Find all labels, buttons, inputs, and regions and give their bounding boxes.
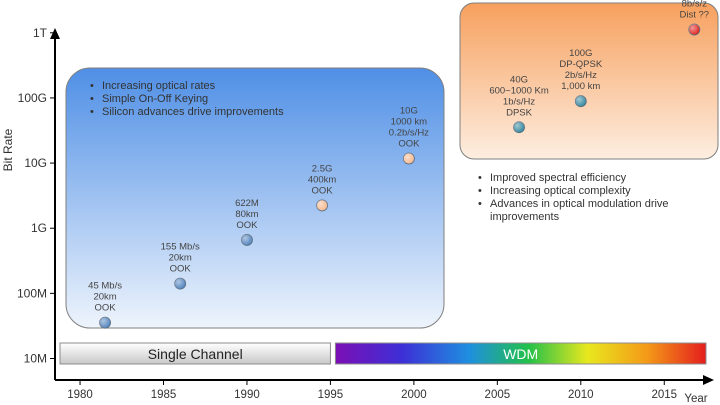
data-point-label: 45 Mb/s [88, 281, 122, 292]
data-point-label: Dist ?? [680, 10, 710, 21]
data-point-highlight [99, 317, 111, 329]
data-point-label: OOK [236, 220, 258, 231]
left-bullet: Increasing optical rates [88, 80, 288, 93]
y-tick-label: 1T [33, 26, 48, 40]
data-point-label: 1b/s/Hz [503, 96, 535, 107]
data-point-label: 10G [400, 106, 418, 117]
data-point-label: 400km [308, 174, 337, 185]
data-point-label: 1,000 km [561, 81, 600, 92]
left-bullet-list: Increasing optical rates Simple On-Off K… [88, 80, 288, 119]
band-label: WDM [503, 346, 538, 362]
data-point-label: 8b/s/z [682, 0, 708, 10]
x-tick-label: 2005 [485, 389, 511, 401]
x-axis-label: Year [684, 393, 707, 405]
y-axis-arrow [50, 28, 60, 39]
data-point-highlight [174, 278, 186, 290]
data-point-label: 600~1000 Km [489, 85, 549, 96]
data-point-label: OOK [95, 303, 117, 314]
data-point-highlight [316, 199, 328, 211]
data-point-label: 622M [235, 198, 259, 209]
right-bullet-list: Improved spectral efficiency Increasing … [476, 172, 716, 224]
data-point-label: 1000 km [391, 117, 428, 128]
data-point-label: 155 Mb/s [161, 242, 200, 253]
data-point-label: 40G [510, 74, 528, 85]
data-point-label: DPSK [506, 107, 533, 118]
band-label: Single Channel [148, 346, 243, 362]
left-bullet: Simple On-Off Keying [88, 93, 288, 106]
x-tick-label: 1985 [151, 389, 177, 401]
data-point-label: OOK [398, 139, 420, 150]
data-point-highlight [241, 234, 253, 246]
left-callout-panel [65, 67, 445, 329]
right-bullet: Improved spectral efficiency [476, 172, 716, 185]
x-tick-labels: 1980 1985 1990 1995 2000 2005 2010 2015 [67, 380, 677, 401]
data-point-label: 0.2b/s/Hz [389, 128, 429, 139]
data-point-highlight [403, 153, 415, 165]
y-tick-label: 100G [18, 91, 47, 105]
right-callout-panel [459, 2, 719, 160]
y-axis-label: Bit Rate [1, 128, 15, 171]
x-tick-label: 1980 [67, 389, 93, 401]
right-bullet: Advances in optical modulation drive imp… [476, 198, 716, 224]
y-tick-label: 10M [24, 352, 47, 366]
band-bar [334, 342, 707, 365]
left-bullet: Silicon advances drive improvements [88, 106, 288, 119]
data-point-highlight [688, 24, 700, 36]
data-point-highlight [575, 95, 587, 107]
y-tick-label: 1G [31, 221, 47, 235]
data-point-label: 20km [169, 253, 192, 264]
data-point-label: 2.5G [312, 163, 333, 174]
x-tick-label: 2000 [401, 389, 427, 401]
y-tick-label: 100M [17, 286, 47, 300]
data-point-label: OOK [170, 264, 192, 275]
data-point-label: 80km [235, 209, 258, 220]
channel-bands: Single Channel WDM [59, 342, 707, 365]
x-tick-label: 1995 [318, 389, 344, 401]
x-tick-label: 2010 [568, 389, 594, 401]
right-bullet: Increasing optical complexity [476, 185, 716, 198]
band-bar [59, 342, 331, 365]
y-tick-label: 10G [24, 156, 47, 170]
data-point-label: DP-QPSK [559, 59, 602, 70]
x-tick-label: 1990 [234, 389, 260, 401]
y-tick-labels: 10M 100M 1G 10G 100G 1T [17, 26, 55, 366]
data-point-label: 20km [93, 292, 116, 303]
data-point-label: 100G [569, 48, 592, 59]
data-point-highlight [513, 121, 525, 133]
x-axis-arrow [703, 375, 714, 385]
data-point-label: 2b/s/Hz [565, 70, 597, 81]
data-point-label: OOK [312, 185, 334, 196]
x-tick-label: 2015 [651, 389, 677, 401]
